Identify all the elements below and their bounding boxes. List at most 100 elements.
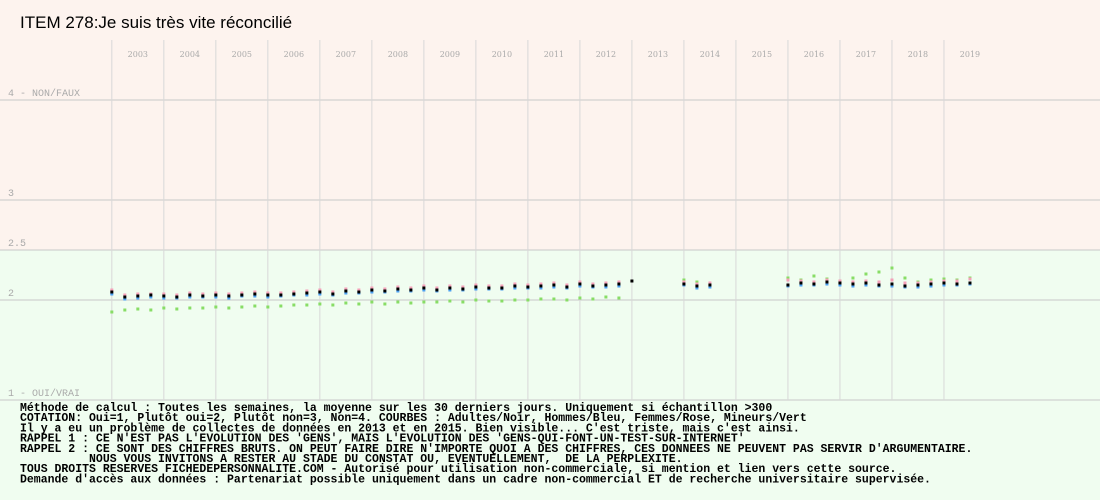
point xyxy=(292,292,296,296)
note-line: NOUS VOUS INVITONS A RESTER AU STADE DU … xyxy=(20,453,683,466)
point xyxy=(448,288,452,292)
point xyxy=(227,296,231,300)
point xyxy=(799,281,803,285)
point xyxy=(487,299,491,303)
x-tick-label: 2008 xyxy=(388,50,408,59)
point xyxy=(279,291,283,295)
x-tick-label: 2014 xyxy=(700,50,720,59)
point xyxy=(825,282,829,286)
point xyxy=(448,284,452,288)
point xyxy=(825,280,829,284)
point xyxy=(383,287,387,291)
point xyxy=(110,310,114,314)
point xyxy=(929,280,933,284)
point xyxy=(136,307,140,311)
note-line: Méthode de calcul : Toutes les semaines,… xyxy=(20,402,772,415)
point xyxy=(942,277,946,281)
x-tick-label: 2003 xyxy=(128,50,148,59)
note-line: Il y a eu un problème de collectes de do… xyxy=(20,422,800,435)
point xyxy=(890,266,894,270)
point xyxy=(305,291,309,295)
point xyxy=(383,289,387,293)
point xyxy=(175,307,179,311)
point xyxy=(838,279,842,283)
point xyxy=(318,288,322,292)
point xyxy=(799,279,803,283)
x-tick-label: 2007 xyxy=(336,50,356,59)
x-tick-label: 2016 xyxy=(804,50,824,59)
y-tick-label: 1 - OUI/VRAI xyxy=(8,388,80,400)
point xyxy=(513,284,517,288)
point xyxy=(435,300,439,304)
point xyxy=(864,283,868,287)
point xyxy=(214,305,218,309)
point xyxy=(682,282,686,286)
point xyxy=(916,283,920,287)
point xyxy=(123,308,127,312)
point xyxy=(422,288,426,292)
point xyxy=(812,274,816,278)
point xyxy=(136,296,140,300)
point xyxy=(474,298,478,302)
point xyxy=(149,295,153,299)
point xyxy=(448,286,452,290)
point xyxy=(565,283,569,287)
point xyxy=(461,287,465,291)
point xyxy=(695,282,699,286)
point xyxy=(617,282,621,286)
point xyxy=(955,279,959,283)
point xyxy=(578,296,582,300)
x-tick-label: 2006 xyxy=(284,50,304,59)
x-tick-label: 2017 xyxy=(856,50,876,59)
point xyxy=(890,282,894,286)
point xyxy=(500,284,504,288)
note-line: RAPPEL 2 : CE SONT DES CHIFFRES BRUTS. O… xyxy=(20,443,972,456)
point xyxy=(266,305,270,309)
point xyxy=(578,282,582,286)
point xyxy=(708,281,712,285)
point xyxy=(695,284,699,288)
point xyxy=(370,286,374,290)
point xyxy=(929,284,933,288)
point xyxy=(864,272,868,276)
chart-title: ITEM 278:Je suis très vite réconcilié xyxy=(20,13,292,32)
point xyxy=(812,282,816,286)
point xyxy=(331,290,335,294)
point xyxy=(474,287,478,291)
point xyxy=(552,285,556,289)
y-tick-label: 2 xyxy=(8,289,14,300)
x-tick-label: 2005 xyxy=(232,50,252,59)
point xyxy=(851,284,855,288)
point xyxy=(695,280,699,284)
point xyxy=(812,280,816,284)
note-line: TOUS DROITS RESERVES FICHEDEPERSONNALITE… xyxy=(20,463,896,476)
point xyxy=(682,280,686,284)
point xyxy=(526,283,530,287)
y-tick-label: 2.5 xyxy=(8,239,26,250)
point xyxy=(968,281,972,285)
point xyxy=(708,283,712,287)
x-tick-label: 2018 xyxy=(908,50,928,59)
point xyxy=(578,284,582,288)
point xyxy=(292,303,296,307)
point xyxy=(786,278,790,282)
point xyxy=(578,280,582,284)
point xyxy=(266,295,270,299)
point xyxy=(630,279,634,283)
point xyxy=(617,280,621,284)
point xyxy=(266,291,270,295)
point xyxy=(396,300,400,304)
point xyxy=(942,283,946,287)
point xyxy=(318,302,322,306)
point xyxy=(409,286,413,290)
point xyxy=(188,291,192,295)
point xyxy=(968,277,972,281)
point xyxy=(604,285,608,289)
point xyxy=(903,276,907,280)
point xyxy=(409,301,413,305)
point xyxy=(825,278,829,282)
point xyxy=(617,296,621,300)
point xyxy=(214,291,218,295)
point xyxy=(448,299,452,303)
point xyxy=(279,293,283,297)
